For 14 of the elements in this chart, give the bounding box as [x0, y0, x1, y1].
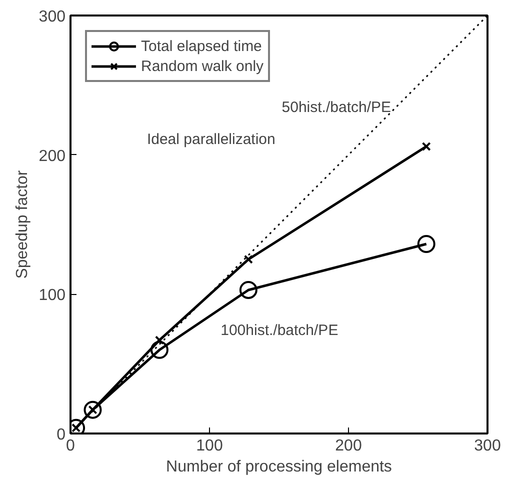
x-tick-label: 200 — [335, 438, 362, 454]
x-tick-label: 300 — [474, 438, 501, 454]
y-tick-label: 200 — [38, 148, 66, 165]
y-tick-label: 0 — [56, 426, 66, 444]
annotation: 100hist./batch/PE — [220, 322, 338, 339]
y-tick-label: 300 — [38, 8, 66, 26]
annotation: Ideal parallelization — [146, 130, 276, 148]
x-tick-label: 100 — [196, 438, 223, 454]
y-tick-label: 100 — [38, 287, 66, 304]
legend-label: Total elapsed time — [141, 38, 262, 54]
annotation: 50hist./batch/PE — [282, 98, 392, 116]
x-axis-title: Number of processing elements — [166, 458, 392, 476]
legend-label: Random walk only — [141, 58, 264, 74]
y-axis-title: Speedup factor — [14, 170, 31, 279]
